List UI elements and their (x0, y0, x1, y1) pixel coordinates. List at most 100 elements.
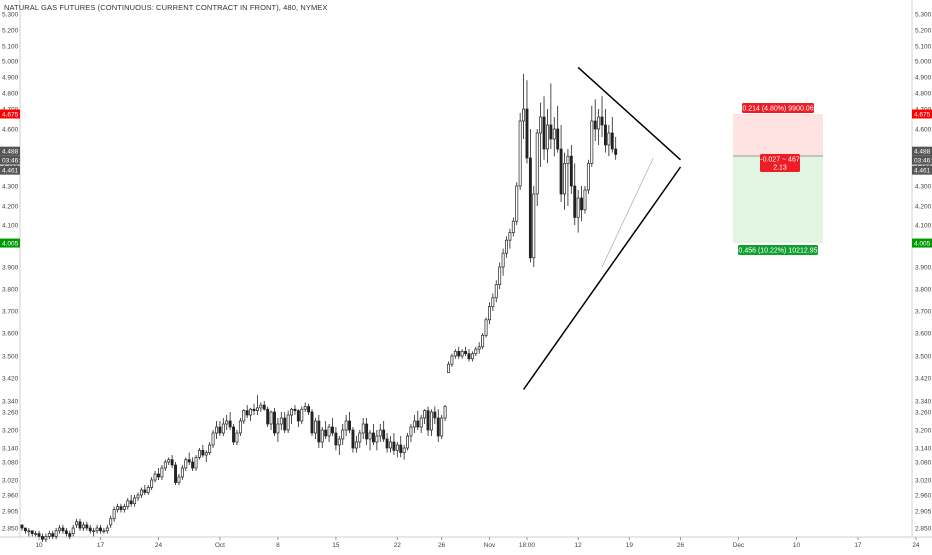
candle (453, 349, 457, 359)
candle (68, 530, 72, 540)
candle-body-down (528, 157, 532, 259)
inner-trendline[interactable] (601, 157, 654, 268)
candle (423, 409, 427, 424)
candle (457, 346, 461, 359)
candle-body-down (78, 521, 82, 529)
candle (81, 521, 85, 531)
candle (109, 515, 113, 528)
support-trendline[interactable] (522, 166, 682, 390)
price-marker: 4.675 (912, 109, 932, 119)
candle-body-up (320, 429, 324, 443)
candle-body-down (604, 124, 607, 146)
price-marker-text: 4.005 (914, 240, 931, 247)
candle-body-down (324, 429, 328, 437)
candle-body-down (580, 197, 584, 211)
candle-body-down (542, 116, 546, 150)
candle (64, 528, 68, 537)
price-marker: 4.488 (0, 146, 20, 156)
candle (358, 430, 362, 448)
candle (563, 152, 566, 210)
candle (573, 163, 577, 225)
candle-body-up (337, 438, 341, 446)
candle-body-up (279, 417, 283, 425)
candle (433, 406, 437, 424)
candle-body-up (597, 116, 601, 130)
position-label-text: 0.214 (4.80%) 9900.06 (742, 106, 813, 113)
candle-body-down (614, 148, 618, 155)
y-tick-label-right: 2.850 (915, 525, 932, 532)
price-marker-text: 4.461 (2, 168, 19, 175)
candle (348, 412, 352, 433)
candle-body-up (375, 435, 379, 443)
candle (436, 409, 440, 442)
candle-body-down (573, 185, 577, 218)
candle-body-down (187, 459, 191, 463)
candle (245, 405, 249, 418)
candle (508, 228, 512, 249)
candle (266, 406, 270, 427)
candle-body-up (344, 420, 348, 431)
candle-body-up (139, 489, 143, 496)
resistance-trendline[interactable] (577, 66, 682, 161)
candle (481, 333, 485, 350)
price-marker: 4.005 (912, 238, 932, 248)
candle (259, 402, 263, 412)
candle (23, 527, 27, 534)
candle (75, 518, 79, 528)
candle (535, 129, 539, 206)
candle (412, 415, 416, 433)
y-tick-label-left: 4.600 (2, 126, 19, 133)
candle-body-up (303, 406, 307, 410)
candle (402, 445, 406, 460)
x-tick-label: 12 (575, 542, 583, 549)
y-tick-label-right: 3.700 (915, 308, 932, 315)
y-tick-label-left: 2.960 (2, 492, 19, 499)
x-tick-label: 17 (97, 542, 105, 549)
candle-body-down (464, 351, 468, 355)
candle-body-up (443, 406, 447, 419)
candle (293, 405, 297, 415)
candle-body-down (228, 420, 232, 428)
candle-body-up (92, 530, 96, 533)
candle-body-down (371, 432, 375, 443)
candle-body-up (470, 353, 474, 360)
candle (337, 436, 341, 455)
candle (194, 455, 198, 471)
candle (351, 427, 355, 453)
y-tick-label-left: 5.100 (2, 43, 19, 50)
stop-loss-zone[interactable] (733, 114, 823, 157)
candle-body-up (160, 467, 164, 478)
candle (300, 406, 304, 424)
y-tick-label-left: 3.420 (2, 375, 19, 382)
position-tool[interactable] (733, 114, 823, 244)
y-tick-label-left: 4.300 (2, 183, 19, 190)
y-tick-label-left: 4.900 (2, 74, 19, 81)
y-tick-label-left: 3.500 (2, 353, 19, 360)
y-tick-label-left: 3.600 (2, 330, 19, 337)
candle-body-down (174, 464, 177, 483)
candle-body-up (508, 232, 512, 241)
candle (392, 433, 396, 455)
candle-body-down (88, 527, 92, 532)
trendlines[interactable] (522, 66, 682, 390)
candle (232, 424, 235, 445)
y-tick-label-right: 5.300 (915, 11, 932, 18)
candle (88, 524, 92, 534)
candle (105, 524, 109, 534)
candle-body-up (563, 163, 566, 195)
candle-body-down (610, 132, 614, 150)
candle-body-up (259, 404, 263, 409)
y-tick-label-right: 3.500 (915, 353, 932, 360)
candle (279, 412, 283, 430)
price-marker: 03:46:5 (0, 155, 24, 165)
candle (501, 248, 505, 276)
candle (528, 129, 532, 263)
candle-body-up (177, 476, 181, 483)
candle (71, 524, 75, 537)
candle (491, 293, 495, 311)
candle-body-down (37, 533, 41, 537)
candle-body-down (85, 524, 89, 529)
